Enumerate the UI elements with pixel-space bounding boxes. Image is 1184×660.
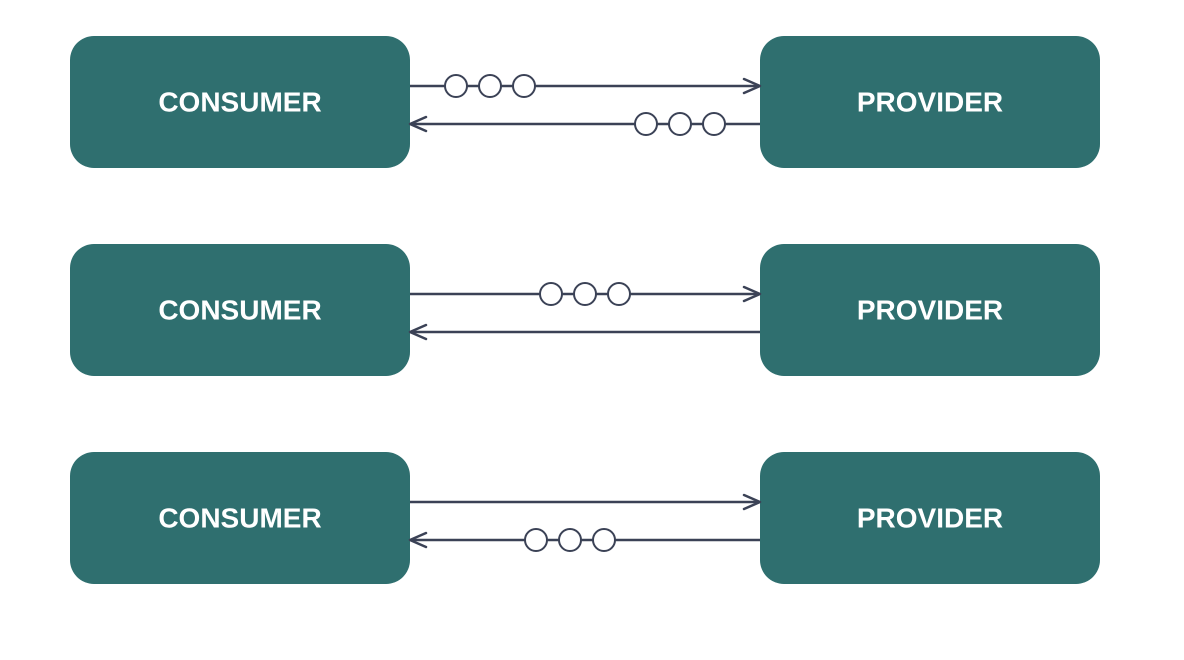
packet-circle [525,529,547,551]
packet-circle [540,283,562,305]
consumer-provider-diagram: CONSUMER PROVIDER CONSUMER PROVIDER CONSUMER… [0,0,1184,660]
consumer-box-2-label: CONSUMER [158,502,321,533]
packet-circle [445,75,467,97]
provider-box-0-label: PROVIDER [857,86,1003,117]
packet-circle [703,113,725,135]
packet-circle [559,529,581,551]
packet-circle [593,529,615,551]
consumer-box-1-label: CONSUMER [158,294,321,325]
provider-box-2-label: PROVIDER [857,502,1003,533]
packet-circle [635,113,657,135]
provider-box-1-label: PROVIDER [857,294,1003,325]
packet-circle [479,75,501,97]
packet-circle [608,283,630,305]
consumer-box-0-label: CONSUMER [158,86,321,117]
packet-circle [574,283,596,305]
packet-circle [513,75,535,97]
packet-circle [669,113,691,135]
